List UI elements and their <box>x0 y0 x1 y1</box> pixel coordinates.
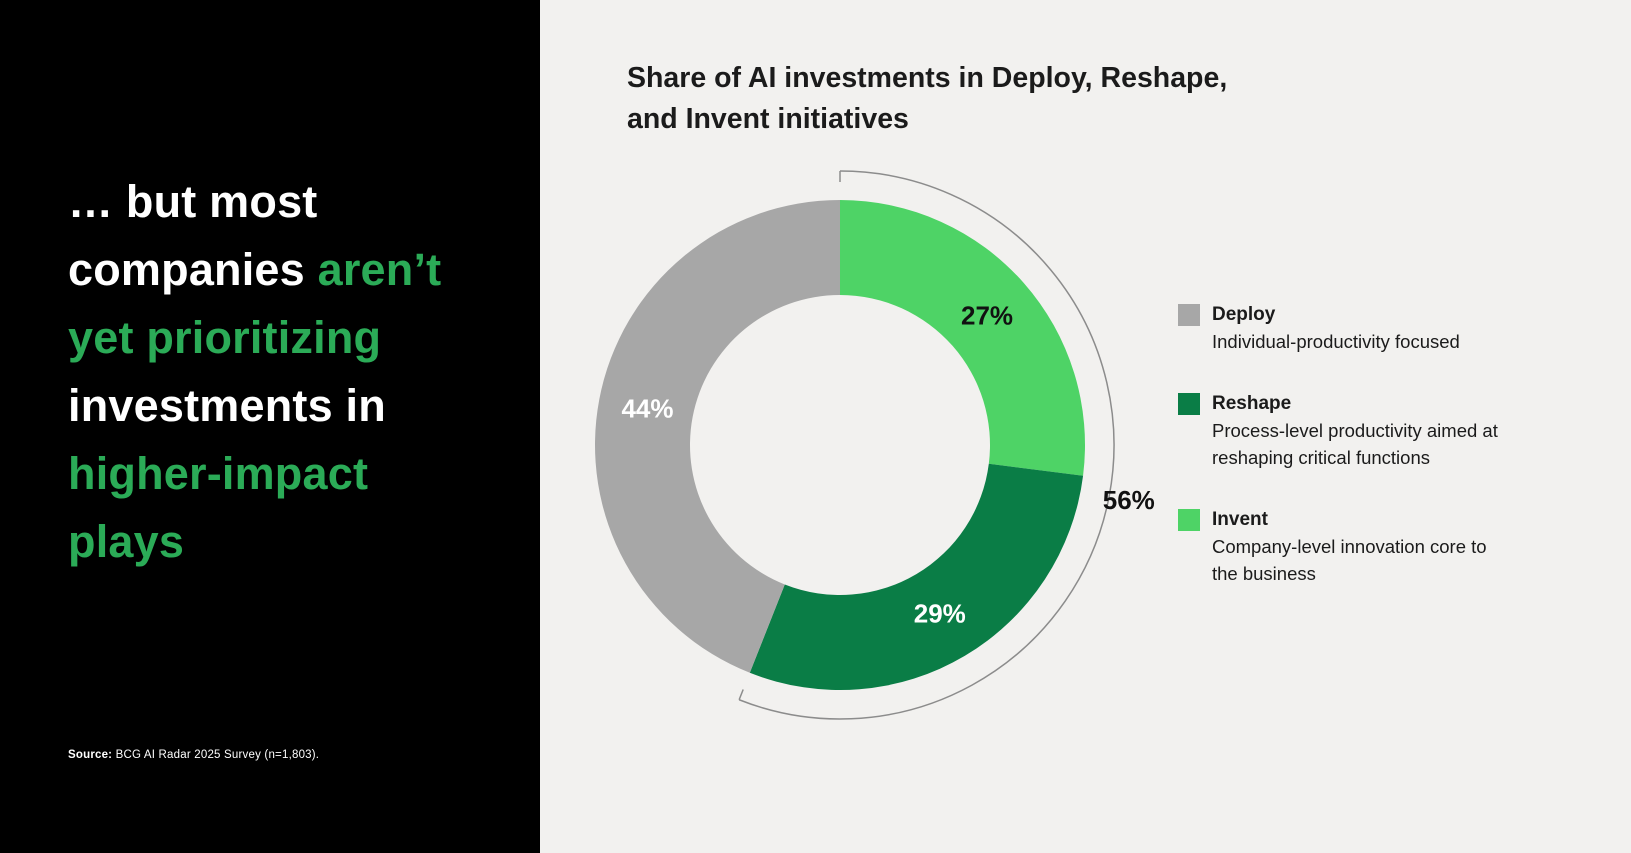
chart-title: Share of AI investments in Deploy, Resha… <box>627 58 1227 140</box>
source-note: Source: BCG AI Radar 2025 Survey (n=1,80… <box>68 749 319 761</box>
headline-segment: … but most companies <box>68 176 318 295</box>
legend-item-reshape: Reshape Process-level productivity aimed … <box>1178 391 1508 471</box>
chart-title-line1: Share of AI investments in Deploy, Resha… <box>627 62 1228 94</box>
donut-label-reshape: 29% <box>914 599 966 629</box>
chart-panel: Share of AI investments in Deploy, Resha… <box>540 0 1631 853</box>
headline: … but most companies aren’t yet prioriti… <box>68 168 528 576</box>
headline-segment: investments in <box>68 380 386 431</box>
source-label: Source: <box>68 749 113 761</box>
donut-segment-reshape <box>749 463 1084 690</box>
legend-description: Company-level innovation core to the bus… <box>1212 536 1487 584</box>
source-text: BCG AI Radar 2025 Survey (n=1,803). <box>112 749 320 761</box>
donut-label-invent: 27% <box>961 300 1013 330</box>
headline-segment: higher-impact plays <box>68 448 369 567</box>
legend-swatch-invent <box>1178 509 1200 531</box>
donut-segment-deploy <box>595 200 840 673</box>
legend-description: Process-level productivity aimed at resh… <box>1212 420 1498 468</box>
donut-label-deploy: 44% <box>621 393 673 423</box>
legend-swatch-reshape <box>1178 393 1200 415</box>
legend-name: Deploy <box>1212 304 1276 325</box>
left-text-panel: … but most companies aren’t yet prioriti… <box>0 0 540 853</box>
legend-description: Individual-productivity focused <box>1212 331 1460 352</box>
chart-title-line2: and Invent initiatives <box>627 103 909 135</box>
headline-segment: aren’t yet prioritizing <box>68 244 442 363</box>
bracket-tick <box>738 689 744 701</box>
bracket-arc <box>738 170 1115 720</box>
legend-name: Invent <box>1212 509 1268 530</box>
legend-item-deploy: Deploy Individual-productivity focused <box>1178 302 1508 355</box>
bracket-label: 56% <box>1103 485 1155 515</box>
chart-legend: Deploy Individual-productivity focused Res… <box>1178 302 1508 623</box>
legend-swatch-deploy <box>1178 304 1200 326</box>
donut-segment-invent <box>840 200 1085 476</box>
donut-chart-svg: 27% 29% 44% 56% <box>595 170 1155 720</box>
legend-item-invent: Invent Company-level innovation core to t… <box>1178 507 1508 587</box>
legend-name: Reshape <box>1212 393 1292 414</box>
